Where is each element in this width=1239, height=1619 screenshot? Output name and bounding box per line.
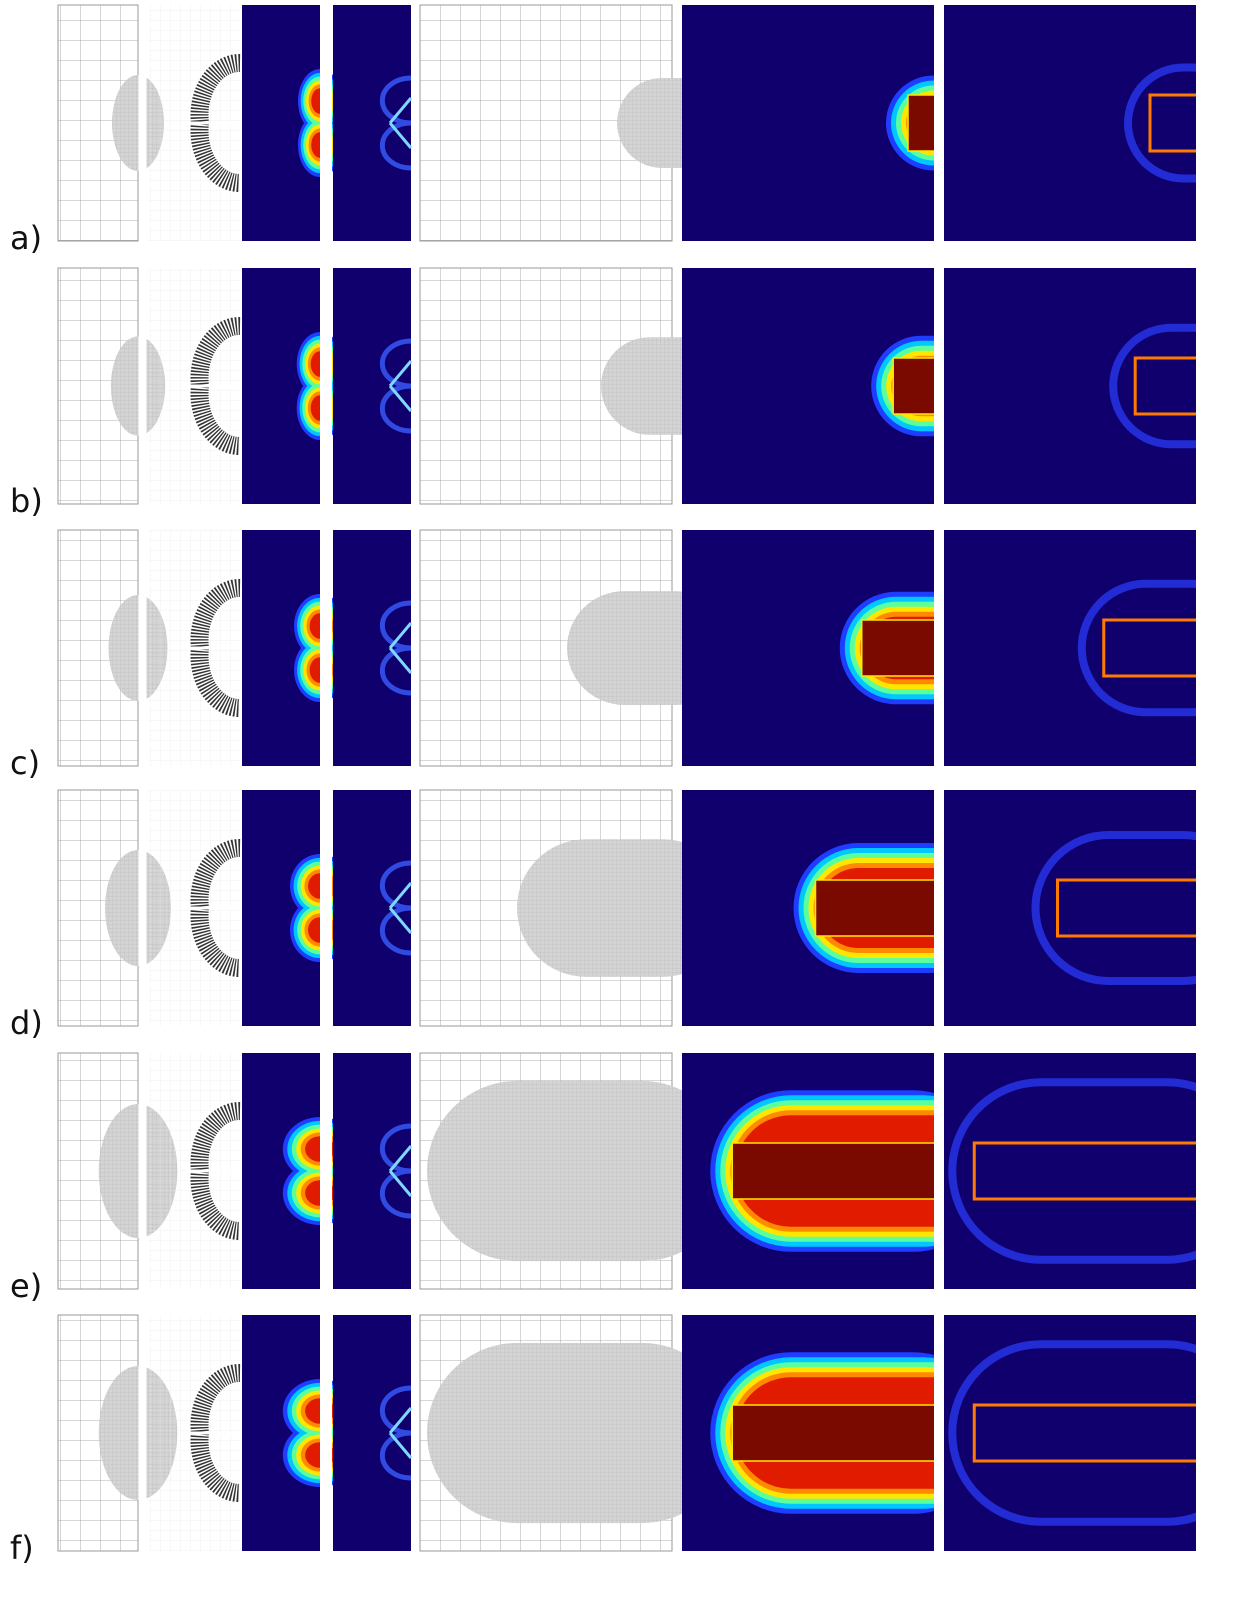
field-panel [944,1315,1196,1551]
figure-row: d) [10,790,1239,1042]
page-edge [1196,1053,1239,1289]
figure: a) b) c) d) e) f) [0,0,1239,1619]
mesh-cover [139,790,147,1026]
panel-gap [320,268,332,504]
panel-gap [934,790,944,1026]
figure-row: b) [10,268,1239,520]
field-panel [944,790,1196,1026]
crack-core [732,1143,956,1199]
field-panel [944,530,1196,766]
mesh-cover [139,1053,147,1289]
panel-gap [934,530,944,766]
panel-gap [934,1315,944,1551]
row-label: a) [10,219,42,257]
row-label: f) [10,1529,34,1567]
mesh-cover [139,268,147,504]
page-edge [1196,1315,1239,1551]
panel-gap [320,1315,332,1551]
figure-row: a) [10,5,1239,257]
field-panel [944,5,1196,241]
panel-gap [320,1053,332,1289]
page-body: a)b)c)d)e)f) (() => { const data = JSON.… [0,0,1239,1619]
panel-gap [934,1053,944,1289]
panel-gap [934,268,944,504]
page-edge [1196,530,1239,766]
page-edge [1196,5,1239,241]
panel-gap [320,530,332,766]
figure-row: c) [10,530,1239,782]
page: {"rows": [{"label": "a)"}, {"label": "b)… [0,0,1239,1619]
row-label: c) [10,744,40,782]
field-panel [944,1053,1196,1289]
row-label: e) [10,1267,42,1305]
mesh-cover [139,5,147,241]
row-label: d) [10,1004,43,1042]
figure-row: e) [10,1053,1239,1305]
crack-core [732,1405,956,1461]
panel-gap [320,5,332,241]
panel-gap [320,790,332,1026]
page-edge [1196,790,1239,1026]
mesh-cover [139,1315,147,1551]
page-edge [1196,268,1239,504]
row-label: b) [10,482,43,520]
panel-gap [934,5,944,241]
field-panel [944,268,1196,504]
mesh-cover [139,530,147,766]
figure-row: f) [10,1315,1239,1567]
